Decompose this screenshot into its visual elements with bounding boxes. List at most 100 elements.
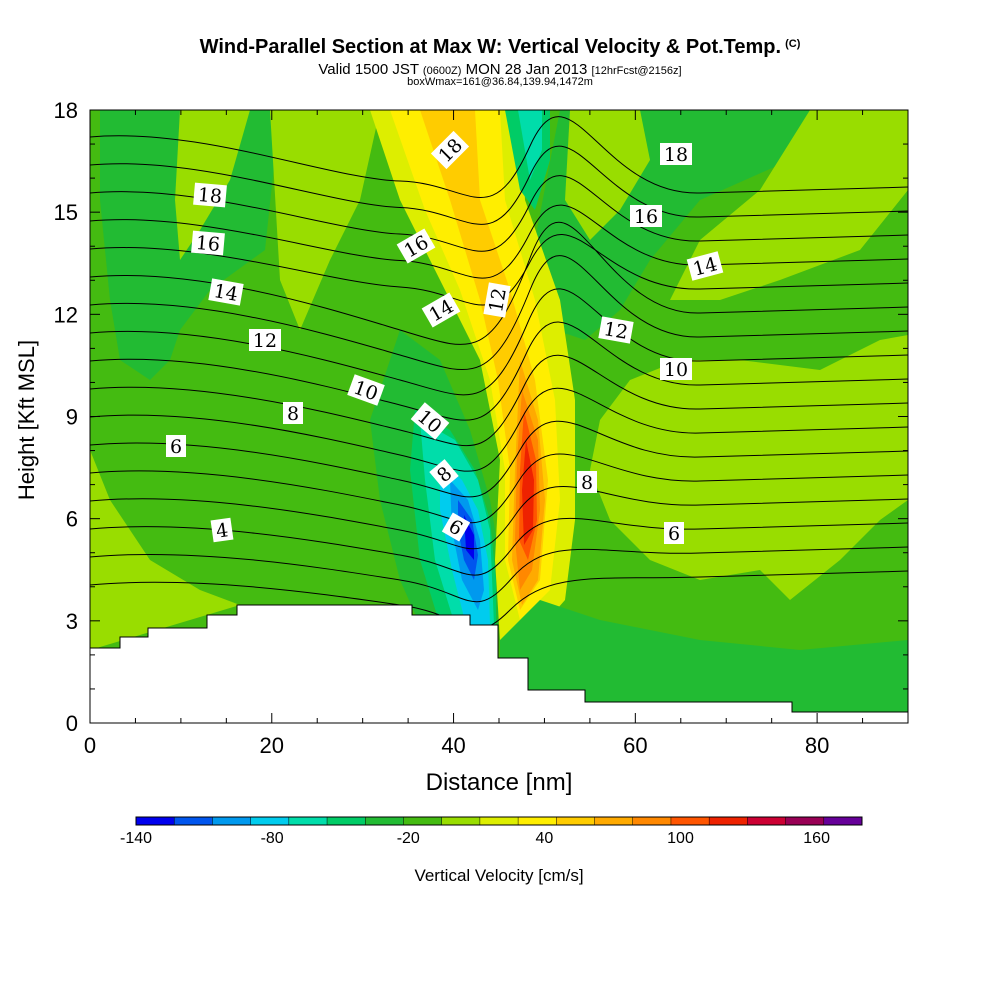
velocity-fill-right-top-light [565,110,650,240]
contour-label-bg [630,205,662,227]
axes: 0 20 40 60 80 0 3 6 9 12 15 18 [54,98,908,758]
theta-contour-line [90,175,908,252]
y-tick-label: 3 [66,609,78,634]
colorbar-frame [135,816,863,826]
colorbar-swatch [479,817,519,825]
contour-label: 16 [630,205,662,228]
velocity-fill-left-light2 [270,110,380,330]
y-tick-label: 6 [66,507,78,532]
colorbar-tick-label: -80 [261,830,284,847]
velocity-fill-lowleft-light [90,450,240,650]
contour-label: 18 [193,182,227,208]
contour-label-text: 12 [485,286,511,314]
copyright-mark: (C) [785,38,801,50]
theta-contour-line [90,288,908,396]
contour-label-bg [410,402,450,440]
y-tick-label: 15 [54,200,78,225]
colorbar-swatch [556,817,596,825]
valid-date: MON 28 Jan 2013 [465,61,588,78]
theta-contour-line [90,204,908,279]
velocity-fill-lowright [500,600,908,723]
y-tick-label: 9 [66,405,78,430]
colorbar-swatch [594,817,634,825]
contour-label-bg [191,230,225,256]
contour-label-text: 12 [602,318,630,344]
contour-label-text: 18 [197,184,223,208]
colorbar-swatch [365,817,404,825]
contour-label-bg [430,130,470,170]
y-tick-label: 0 [66,711,78,736]
theta-contour-line [90,321,908,421]
contour-label-bg [249,329,281,351]
theta-contour-line [90,221,908,345]
colorbar-swatch [747,817,787,825]
x-tick-label: 40 [441,733,465,758]
contour-label-bg [686,251,724,281]
colorbar-tick-label: 100 [667,830,694,847]
contour-label-text: 6 [668,523,680,545]
chart-title: Wind-Parallel Section at Max W: Vertical… [0,36,1000,59]
colorbar-label: Vertical Velocity [cm/s] [414,866,583,885]
velocity-fill-right-edge-light [670,110,908,300]
colorbar-swatch [403,817,443,825]
contour-label: 8 [429,459,459,489]
colorbar-swatch [136,817,175,825]
theta-contour-line [90,255,908,371]
contour-label: 12 [249,329,281,352]
contour-label-bg [283,402,303,424]
colorbar-swatch [709,817,748,825]
colorbar-swatch [823,817,863,825]
y-tick-label: 12 [54,302,78,327]
contour-label-bg [208,278,244,306]
contour-label-bg [664,522,684,544]
contour-label-bg [210,517,234,543]
chart-subtitle: Valid 1500 JST (0600Z) MON 28 Jan 2013 [… [0,61,1000,78]
contour-label-bg [577,471,597,493]
theta-contour-line [90,234,908,306]
contour-label-bg [396,228,436,264]
colorbar-tick-label: 40 [535,830,553,847]
x-tick-label: 80 [805,733,829,758]
contour-label-text: 10 [664,359,688,381]
colorbar-swatch [670,817,710,825]
contour-label-text: 8 [581,472,593,494]
theta-contour-line [90,145,908,225]
colorbar-swatch [250,817,290,825]
contour-label-bg [441,512,471,542]
theta-contour-line [90,116,908,198]
contour-label-bg [193,182,227,208]
contour-label-bg [660,358,692,380]
contour-label: 16 [396,228,436,264]
zulu-time: (0600Z) [422,65,462,77]
chart-title-text: Wind-Parallel Section at Max W: Vertical… [199,36,782,58]
y-axis-label: Height [Kft MSL] [14,340,39,500]
x-tick-label: 0 [84,733,96,758]
contour-label: 18 [660,143,692,166]
theta-contours [90,116,908,630]
contour-label-text: 4 [215,519,230,542]
y-tick-label: 18 [54,98,78,123]
contour-label: 8 [283,402,303,425]
contour-label: 6 [664,522,684,545]
contour-label-text: 6 [170,436,182,458]
x-tick-label: 20 [260,733,284,758]
theta-contour-line [90,570,908,630]
colorbar-swatch [632,817,672,825]
contour-label-text: 8 [287,403,299,425]
contour-label: 12 [483,282,511,318]
contour-label: 4 [210,517,234,543]
contour-label: 16 [191,230,225,256]
theta-contour-line [90,453,908,524]
colorbar-swatch [327,817,366,825]
contour-label-bg [598,316,634,344]
contour-label-text: 16 [195,232,221,256]
contour-label-bg [166,435,186,457]
contour-label-bg [429,459,459,489]
x-tick-label: 60 [623,733,647,758]
theta-contour-line [90,485,908,550]
contour-label-text: 14 [212,280,240,306]
colorbar-swatch [288,817,328,825]
colorbar-swatch [174,817,213,825]
